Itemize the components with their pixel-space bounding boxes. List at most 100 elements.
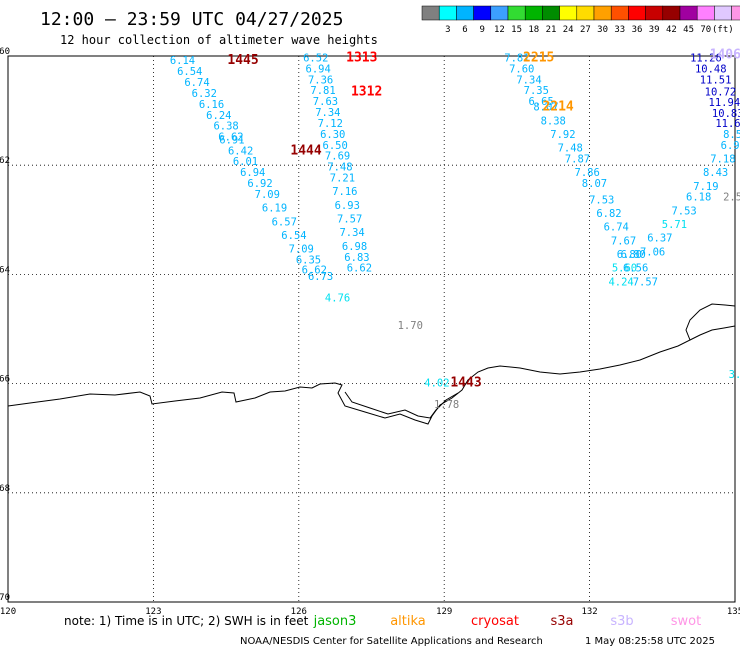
swh-value: 6.32: [192, 88, 217, 100]
color-scale-legend: [421, 5, 740, 21]
swh-value: 7.34: [516, 74, 541, 86]
legend-label: 18: [528, 25, 539, 35]
swh-value: 6.35: [296, 254, 321, 266]
color-scale-labels: 3 6 9 12 15 18 21 24 27 30 33 36 39 42 45 70: [445, 25, 711, 35]
swh-value: 7.12: [318, 118, 343, 130]
swh-value: 6.57: [272, 216, 297, 228]
legend-swatch: [645, 5, 664, 21]
swh-value: 6.37: [647, 233, 672, 245]
swh-value: 11.94: [709, 97, 740, 109]
swh-value: 6.94: [240, 167, 265, 179]
y-tick-label: -68: [0, 484, 10, 494]
swh-value: 6.80: [617, 249, 642, 261]
legend-label: 15: [511, 25, 522, 35]
swh-data-points: 6.146.546.746.326.166.246.386.626.916.42…: [170, 52, 740, 411]
swh-value: 6.16: [199, 99, 224, 111]
swh-value: 6.01: [233, 156, 258, 168]
swh-value: 7.53: [589, 194, 614, 206]
swh-value: 7.34: [339, 227, 364, 239]
swh-value: 6.9: [721, 140, 740, 152]
swh-value: 11.26: [690, 52, 722, 64]
coastline-inner: [344, 391, 459, 419]
swh-value: 4.76: [325, 293, 350, 305]
swh-value: 6.94: [306, 63, 331, 75]
legend-swatch: [473, 5, 492, 21]
x-tick-label: 135: [727, 607, 740, 617]
legend-swatch: [576, 5, 595, 21]
pass-label: 2214: [542, 100, 573, 115]
swh-value: 7.81: [504, 52, 529, 64]
swh-value: 8.07: [533, 102, 558, 114]
swh-value: 6.18: [686, 192, 711, 204]
swh-value: 1.78: [434, 399, 459, 411]
footer-note: note: 1) Time is in UTC; 2) SWH is in fe…: [64, 614, 309, 628]
swh-value: 11.51: [700, 74, 732, 86]
swh-value: 6.74: [184, 77, 209, 89]
satellite-jason3: jason3: [313, 614, 357, 629]
x-tick-label: 123: [145, 607, 161, 617]
swh-value: 6.14: [170, 55, 195, 67]
swh-value: 7.09: [255, 189, 280, 201]
swh-value: 7.57: [337, 214, 362, 226]
swh-value: 6.80: [621, 249, 646, 261]
satellite-cryosat: cryosat: [471, 614, 519, 629]
swh-value: 6.98: [342, 241, 367, 253]
swh-value: 11.65: [715, 118, 740, 130]
legend-label: 39: [649, 25, 660, 35]
swh-value: 7.69: [325, 151, 350, 163]
legend-swatch: [610, 5, 629, 21]
swh-value: 6.56: [623, 263, 648, 275]
swh-value: 7.21: [330, 173, 355, 185]
swh-value: 7.36: [308, 74, 333, 86]
x-tick-labels: 120 123 126 129 132 135: [0, 607, 740, 617]
swh-value: 6.62: [347, 263, 372, 275]
swh-value: 6.91: [219, 134, 244, 146]
swh-value: 8.07: [582, 178, 607, 190]
y-tick-labels: -60 -62 -64 -66 -68 -70: [0, 47, 10, 603]
legend-swatch: [507, 5, 526, 21]
swh-value: 6.38: [213, 121, 238, 133]
swh-value: 7.19: [693, 181, 718, 193]
swh-value: 6.54: [281, 230, 306, 242]
pass-label: 2215: [523, 50, 554, 65]
swh-value: 7.57: [633, 276, 658, 288]
legend-swatch: [438, 5, 457, 21]
swh-value: 7.48: [327, 162, 352, 174]
antarctic-coastline: [7, 303, 736, 425]
swh-value: 6.62: [302, 264, 327, 276]
footer-credit: NOAA/NESDIS Center for Satellite Applica…: [240, 636, 543, 647]
satellite-legend: jason3 altika cryosat s3a s3b swot: [313, 614, 702, 629]
y-tick-label: -66: [0, 375, 10, 385]
swh-value: 7.06: [640, 246, 665, 258]
swh-value: 5.60: [612, 263, 637, 275]
legend-swatch: [542, 5, 560, 21]
swh-value: 7.86: [575, 167, 600, 179]
satellite-s3a: s3a: [550, 614, 573, 629]
swh-value: 8.5: [723, 129, 740, 141]
swh-value: 6.50: [323, 140, 348, 152]
swh-value: 7.92: [550, 129, 575, 141]
swh-value: 6.19: [262, 203, 287, 215]
pass-label: 1443: [450, 375, 481, 390]
swh-value: 7.60: [509, 63, 534, 75]
swh-value: 6.65: [528, 96, 553, 108]
x-tick-label: 132: [581, 607, 597, 617]
legend-swatch: [593, 5, 612, 21]
satellite-s3b: s3b: [610, 614, 633, 629]
legend-label: 27: [580, 25, 591, 35]
pass-label: 1406: [710, 48, 740, 63]
legend-label: 3: [445, 25, 450, 35]
swh-value: 5.71: [662, 219, 687, 231]
legend-swatch: [731, 5, 740, 21]
legend-swatch: [559, 5, 578, 21]
swh-value: 3.: [729, 369, 740, 381]
swh-value: 6.30: [320, 129, 345, 141]
y-tick-label: -60: [0, 47, 10, 57]
y-tick-label: -70: [0, 593, 10, 603]
swh-value: 7.16: [332, 186, 357, 198]
swh-value: 10.83: [712, 108, 740, 120]
legend-swatch: [490, 5, 509, 21]
swh-value: 6.62: [218, 132, 243, 144]
legend-swatch: [714, 5, 732, 21]
legend-unit: (ft): [712, 25, 734, 35]
